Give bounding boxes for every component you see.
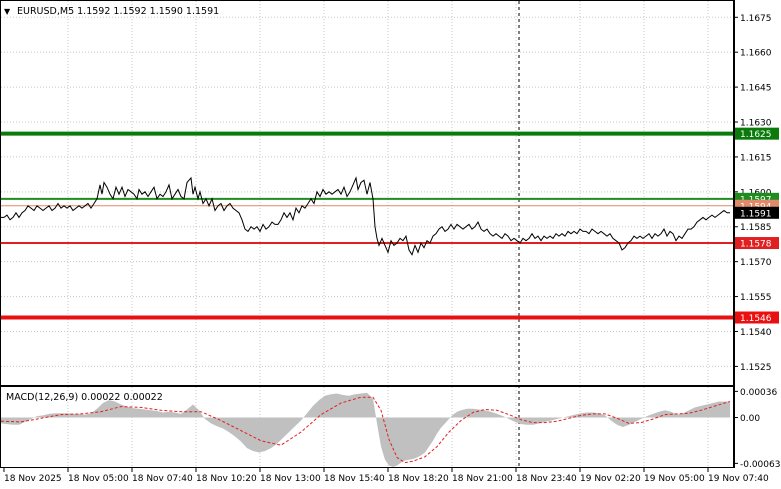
price-tick-label: 1.1630 <box>740 119 772 129</box>
price-tick-label: 1.1660 <box>740 49 772 59</box>
price-tick-label: 1.1570 <box>740 258 772 268</box>
level-label-text: 1.1546 <box>740 314 772 324</box>
price-tick-label: 1.1645 <box>740 84 772 94</box>
time-tick-label: 18 Nov 10:20 <box>196 474 257 484</box>
price-tick-label: 1.1675 <box>740 14 772 24</box>
current-price-box <box>735 206 779 219</box>
time-tick-label: 18 Nov 21:00 <box>452 474 513 484</box>
price-levels <box>1 131 733 320</box>
macd-signal-line <box>0 396 731 464</box>
macd-label: MACD(12,26,9) 0.00022 0.00022 <box>6 392 163 403</box>
price-grid <box>1 1 733 385</box>
macd-panel-frame <box>0 386 734 468</box>
time-tick-label: 18 Nov 05:00 <box>68 474 129 484</box>
time-tick-label: 18 Nov 18:20 <box>388 474 449 484</box>
macd-tick-label: 0.00 <box>740 414 760 424</box>
macd-histogram <box>1 392 730 467</box>
level-label-box <box>735 311 779 324</box>
price-tick-label: 1.1540 <box>740 328 772 338</box>
level-label-box <box>735 237 779 250</box>
symbol-ohlc-label: EURUSD,M5 1.1592 1.1592 1.1590 1.1591 <box>17 6 219 17</box>
time-tick-label: 19 Nov 05:00 <box>644 474 705 484</box>
level-label-text: 1.1578 <box>740 240 772 250</box>
price-tick-label: 1.1525 <box>740 363 772 373</box>
macd-axis: 0.00036 0.00 -0.00063 <box>734 388 780 470</box>
price-tick-label: 1.1555 <box>740 293 772 303</box>
price-tick-label: 1.1615 <box>740 153 772 163</box>
macd-tick-label: -0.00063 <box>740 460 780 470</box>
time-axis: 18 Nov 2025 18 Nov 05:00 18 Nov 07:40 18 No… <box>3 468 769 484</box>
macd-tick-label: 0.00036 <box>740 388 777 398</box>
symbol-header[interactable]: ▼ EURUSD,M5 1.1592 1.1592 1.1590 1.1591 <box>4 6 219 17</box>
time-tick-label: 19 Nov 07:40 <box>708 474 769 484</box>
time-tick-label: 19 Nov 02:20 <box>580 474 641 484</box>
time-tick-label: 18 Nov 2025 <box>4 474 62 484</box>
time-tick-label: 18 Nov 15:40 <box>324 474 385 484</box>
level-label-text: 1.1625 <box>740 130 772 140</box>
symbol-dropdown-icon[interactable]: ▼ <box>4 7 11 16</box>
price-line <box>1 176 730 256</box>
price-tick-label: 1.1585 <box>740 223 772 233</box>
macd-indicator <box>0 392 731 467</box>
level-label-box <box>735 127 779 140</box>
time-tick-label: 18 Nov 13:00 <box>260 474 321 484</box>
time-tick-label: 18 Nov 23:40 <box>516 474 577 484</box>
time-tick-label: 18 Nov 07:40 <box>132 474 193 484</box>
price-panel-frame <box>0 0 734 386</box>
current-price-text: 1.1591 <box>740 209 772 219</box>
price-series <box>1 176 730 256</box>
